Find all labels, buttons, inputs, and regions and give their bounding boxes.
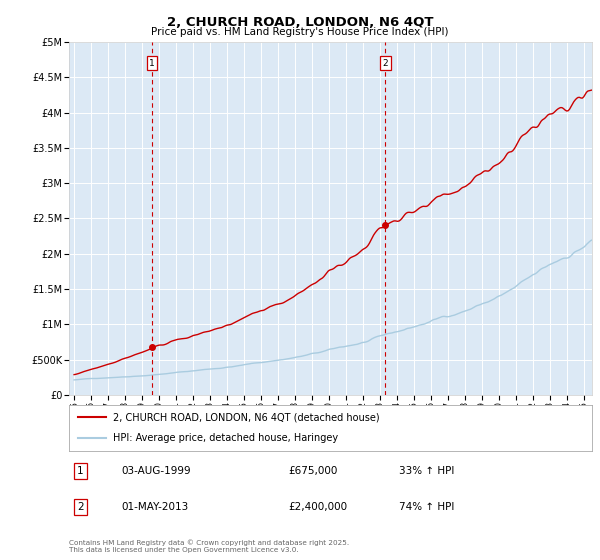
Text: 74% ↑ HPI: 74% ↑ HPI [398,502,454,512]
Text: 2, CHURCH ROAD, LONDON, N6 4QT: 2, CHURCH ROAD, LONDON, N6 4QT [167,16,433,29]
Text: 2: 2 [383,59,388,68]
Text: 2: 2 [77,502,84,512]
Text: 33% ↑ HPI: 33% ↑ HPI [398,466,454,476]
Text: 01-MAY-2013: 01-MAY-2013 [121,502,188,512]
Text: 1: 1 [149,59,155,68]
Text: Price paid vs. HM Land Registry's House Price Index (HPI): Price paid vs. HM Land Registry's House … [151,27,449,37]
Text: £675,000: £675,000 [289,466,338,476]
Text: 03-AUG-1999: 03-AUG-1999 [121,466,191,476]
Text: £2,400,000: £2,400,000 [289,502,348,512]
Text: 2, CHURCH ROAD, LONDON, N6 4QT (detached house): 2, CHURCH ROAD, LONDON, N6 4QT (detached… [113,412,380,422]
Text: Contains HM Land Registry data © Crown copyright and database right 2025.
This d: Contains HM Land Registry data © Crown c… [69,540,349,553]
Text: HPI: Average price, detached house, Haringey: HPI: Average price, detached house, Hari… [113,433,338,444]
Text: 1: 1 [77,466,84,476]
